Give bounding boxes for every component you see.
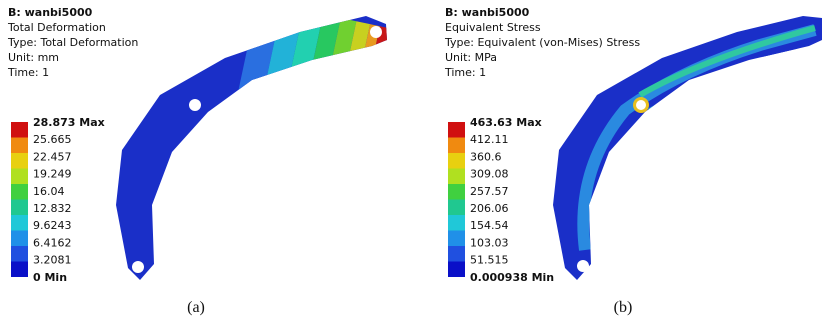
legend-label: 28.873 Max (33, 116, 105, 129)
legend-label: 6.4162 (33, 236, 72, 249)
legend-swatch (448, 153, 465, 169)
header-line: Type: Total Deformation (7, 36, 138, 49)
legend-label: 103.03 (470, 236, 509, 249)
legend-label: 0 Min (33, 271, 67, 284)
page: {"panels": [ {"header": ["B: wanbi5000",… (0, 0, 822, 324)
figure: B: wanbi5000 Total Deformation Type: Total… (0, 0, 822, 324)
caption: (b) (614, 299, 633, 316)
header-line: Unit: MPa (445, 51, 497, 64)
legend-label: 360.6 (470, 150, 502, 163)
legend-label: 12.832 (33, 202, 72, 215)
legend-label: 206.06 (470, 202, 509, 215)
header-line: B: wanbi5000 (8, 6, 93, 19)
legend-swatch (448, 246, 465, 262)
legend-label: 16.04 (33, 185, 65, 198)
header-line: Unit: mm (8, 51, 59, 64)
legend-label: 154.54 (470, 219, 509, 232)
legend-swatch (448, 122, 465, 138)
legend-label: 3.2081 (33, 254, 72, 267)
deformation-model (100, 0, 409, 324)
legend-swatch (448, 184, 465, 200)
header-line: Total Deformation (7, 21, 106, 34)
legend-swatch (11, 200, 28, 216)
legend-label: 463.63 Max (470, 116, 542, 129)
legend-label: 51.515 (470, 254, 509, 267)
legend-swatch (11, 138, 28, 154)
legend-swatch (11, 122, 28, 138)
legend-label: 412.11 (470, 133, 509, 146)
legend-swatch (11, 169, 28, 185)
legend-label: 0.000938 Min (470, 271, 554, 284)
header-line: B: wanbi5000 (445, 6, 530, 19)
legend-swatch (11, 153, 28, 169)
legend-swatch (448, 215, 465, 231)
legend-label: 25.665 (33, 133, 72, 146)
header-line: Time: 1 (444, 66, 486, 79)
legend-label: 9.6243 (33, 219, 72, 232)
header-line: Time: 1 (7, 66, 49, 79)
legend-swatch (11, 246, 28, 262)
legend-label: 309.08 (470, 168, 509, 181)
legend-swatch (448, 231, 465, 247)
legend-swatch (11, 215, 28, 231)
legend-label: 19.249 (33, 168, 72, 181)
legend-swatch (11, 231, 28, 247)
legend-swatch (448, 262, 465, 278)
caption: (a) (187, 299, 205, 316)
header-line: Equivalent Stress (445, 21, 541, 34)
legend-swatch (448, 200, 465, 216)
legend-swatch (448, 138, 465, 154)
legend-swatch (11, 184, 28, 200)
header-line: Type: Equivalent (von-Mises) Stress (444, 36, 640, 49)
legend-label: 257.57 (470, 185, 509, 198)
legend-swatch (448, 169, 465, 185)
legend-swatch (11, 262, 28, 278)
legend-label: 22.457 (33, 150, 72, 163)
